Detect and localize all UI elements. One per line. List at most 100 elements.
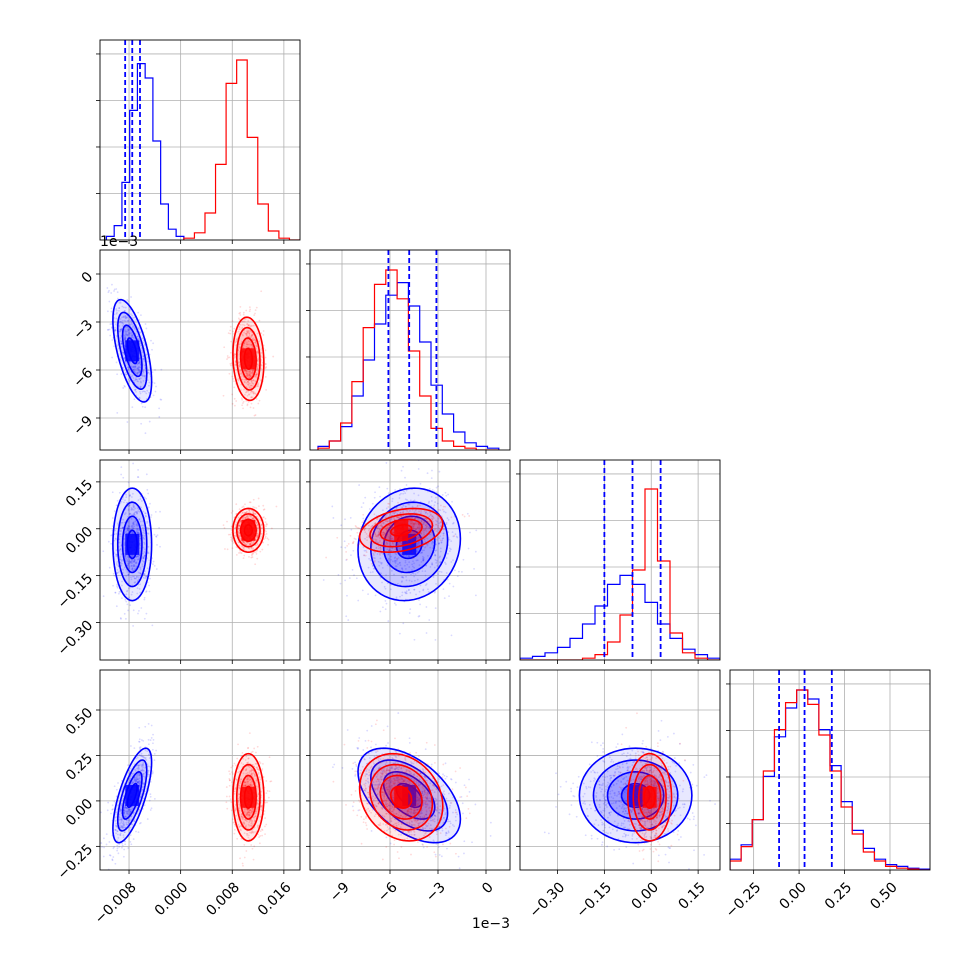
sample-point: [127, 481, 130, 484]
sample-point: [105, 843, 108, 846]
sample-point: [127, 329, 130, 332]
sample-point: [131, 567, 134, 570]
sample-point: [145, 612, 148, 615]
sample-point: [245, 370, 248, 373]
sample-point: [233, 356, 236, 359]
sample-point: [110, 542, 113, 545]
sample-point: [242, 557, 245, 560]
sample-point: [231, 402, 234, 405]
sample-point: [418, 615, 421, 617]
sample-point: [132, 377, 135, 379]
sample-point: [132, 609, 135, 612]
sample-point: [110, 812, 112, 815]
sample-point: [401, 553, 403, 556]
sample-point: [234, 363, 237, 366]
sample-point: [127, 300, 130, 303]
sample-point: [128, 504, 130, 507]
sample-point: [402, 465, 404, 468]
sample-point: [115, 317, 118, 320]
sample-point: [134, 366, 137, 368]
sample-point: [397, 501, 399, 504]
sample-point: [252, 498, 255, 501]
sample-point: [115, 309, 118, 312]
sample-point: [438, 470, 441, 473]
sample-point: [379, 495, 382, 498]
sample-point: [118, 309, 120, 312]
sample-point: [241, 333, 244, 336]
sample-point: [264, 535, 267, 538]
sample-point: [124, 330, 127, 333]
sample-point: [252, 392, 255, 395]
sample-point: [131, 314, 133, 317]
sample-point: [432, 508, 435, 511]
sample-point: [131, 323, 133, 326]
sample-point: [127, 368, 130, 371]
sample-point: [134, 366, 137, 368]
sample-point: [248, 386, 251, 388]
sample-point: [119, 301, 122, 304]
sample-point: [238, 365, 241, 368]
sample-point: [144, 323, 147, 325]
sample-point: [250, 379, 253, 382]
scatter-0-1-series-1: [222, 290, 275, 417]
sample-point: [251, 371, 254, 374]
sample-point: [125, 332, 127, 335]
sample-point: [237, 361, 240, 363]
sample-point: [137, 612, 139, 615]
sample-point: [138, 740, 141, 743]
sample-point: [245, 334, 248, 337]
sample-point: [442, 588, 445, 591]
sample-point: [137, 532, 140, 534]
sample-point: [234, 341, 237, 344]
sample-point: [138, 371, 141, 373]
sample-point: [434, 607, 437, 610]
sample-point: [155, 535, 158, 538]
sample-point: [136, 367, 139, 370]
sample-point: [252, 339, 255, 342]
sample-point: [226, 355, 229, 357]
sample-point: [251, 369, 254, 372]
sample-point: [229, 325, 232, 328]
sample-point: [103, 837, 105, 840]
sample-point: [365, 551, 368, 554]
sample-point: [124, 617, 127, 620]
sample-point: [131, 567, 134, 570]
sample-point: [114, 862, 117, 865]
sample-point: [364, 554, 367, 557]
sample-point: [132, 838, 135, 840]
sample-point: [251, 396, 254, 399]
sample-point: [248, 306, 251, 309]
sample-point: [121, 846, 123, 849]
sample-point: [123, 544, 126, 547]
sample-point: [116, 311, 118, 314]
sample-point: [138, 396, 141, 399]
sample-point: [246, 404, 249, 407]
sample-point: [124, 310, 126, 312]
sample-point: [123, 329, 126, 331]
sample-point: [146, 356, 149, 359]
sample-point: [461, 513, 464, 516]
sample-point: [131, 374, 134, 377]
sample-point: [447, 493, 449, 496]
sample-point: [127, 320, 129, 322]
sample-point: [373, 560, 376, 562]
sample-point: [145, 354, 147, 356]
sample-point: [322, 579, 325, 581]
sample-point: [125, 316, 128, 319]
sample-point: [251, 369, 254, 372]
sample-point: [141, 500, 143, 502]
sample-point: [466, 512, 469, 515]
sample-point: [345, 550, 348, 553]
sample-point: [129, 308, 132, 311]
sample-point: [409, 608, 412, 610]
sample-point: [252, 369, 255, 371]
sample-point: [270, 527, 273, 530]
sample-point: [229, 351, 232, 354]
sample-point: [131, 524, 134, 527]
sample-point: [129, 374, 132, 376]
sample-point: [253, 414, 256, 417]
sample-point: [134, 388, 136, 391]
sample-point: [243, 381, 246, 383]
sample-point: [257, 497, 260, 500]
panel-2-3: [516, 670, 720, 874]
